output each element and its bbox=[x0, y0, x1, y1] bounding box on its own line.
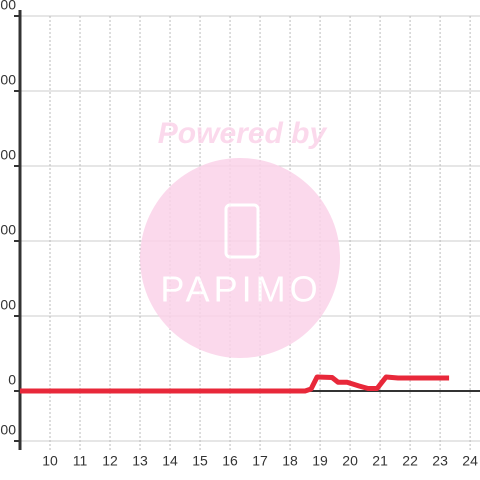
x-tick-label: 23 bbox=[432, 453, 448, 469]
x-tick-label: 18 bbox=[282, 453, 298, 469]
x-tick-label: 12 bbox=[102, 453, 118, 469]
y-tick-label: 120,000 bbox=[0, 72, 16, 88]
y-tick-label: 90,000 bbox=[0, 147, 16, 163]
y-tick-label: 60,000 bbox=[0, 222, 16, 238]
line-series bbox=[20, 374, 450, 394]
watermark-icon bbox=[224, 203, 260, 259]
x-tick-label: 21 bbox=[372, 453, 388, 469]
x-tick-label: 22 bbox=[402, 453, 418, 469]
watermark-text: Powered by bbox=[158, 117, 328, 150]
x-tick-label: 11 bbox=[73, 453, 88, 469]
x-tick-label: 19 bbox=[312, 453, 328, 469]
y-tick-label: 150,000 bbox=[0, 0, 16, 13]
x-tick-label: 13 bbox=[132, 453, 148, 469]
x-tick-label: 15 bbox=[192, 453, 208, 469]
x-tick-label: 14 bbox=[162, 453, 178, 469]
y-tick-label: 30,000 bbox=[0, 297, 16, 313]
x-tick-label: 20 bbox=[342, 453, 358, 469]
watermark-text: PAPIMO bbox=[160, 269, 321, 310]
x-tick-label: 24 bbox=[462, 453, 478, 469]
x-tick-label: 10 bbox=[42, 453, 58, 469]
y-tick-label: 0 bbox=[8, 372, 16, 388]
x-tick-label: 16 bbox=[222, 453, 238, 469]
y-tick-label: -20,000 bbox=[0, 422, 16, 438]
x-tick-label: 17 bbox=[252, 453, 268, 469]
watermark: Powered by PAPIMO bbox=[140, 117, 340, 358]
